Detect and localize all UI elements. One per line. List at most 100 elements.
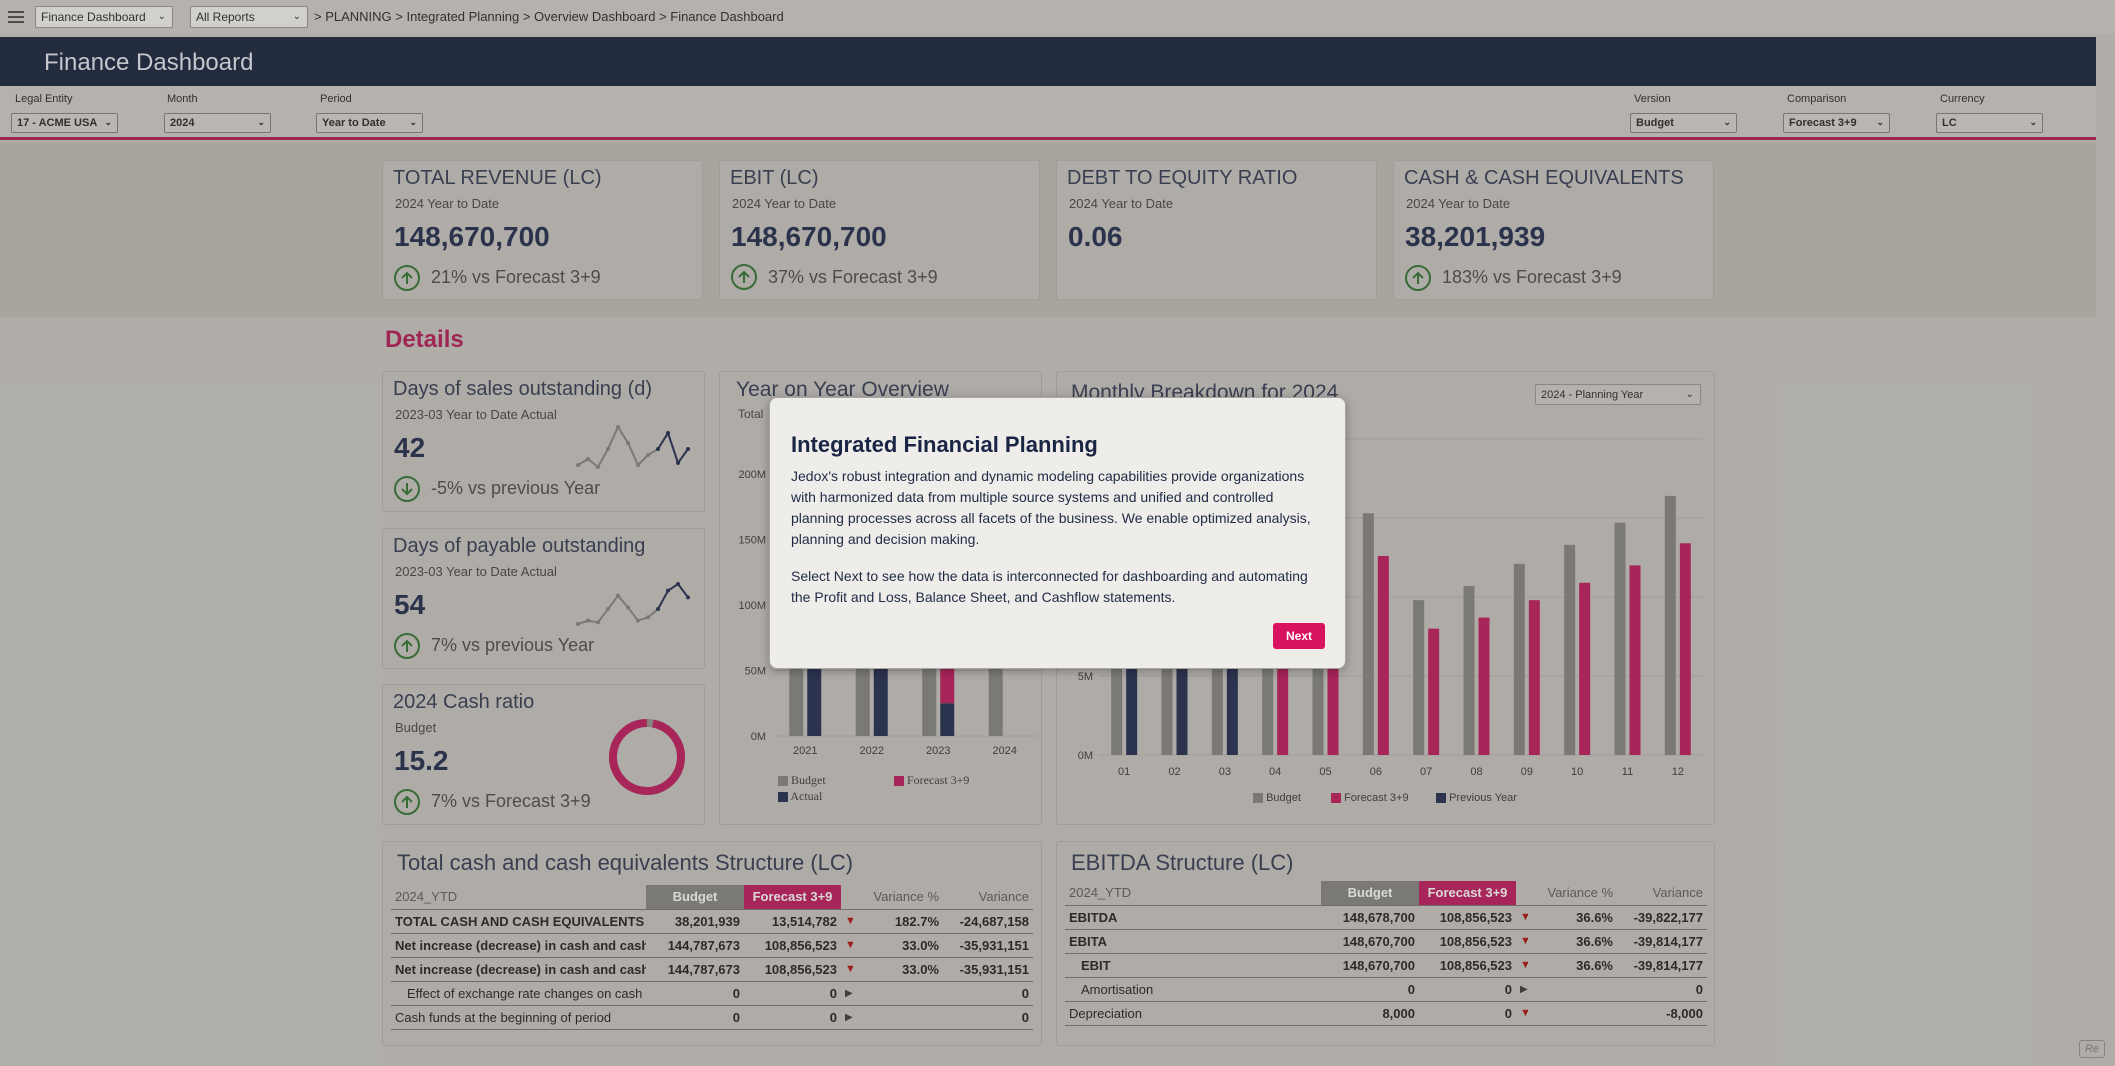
card-value: 15.2 xyxy=(394,745,449,776)
table-row[interactable]: TOTAL CASH AND CASH EQUIVALENTS 38,201,93… xyxy=(391,909,1033,934)
bar-budget xyxy=(1262,612,1274,755)
kpi-subtitle: 2024 Year to Date xyxy=(732,196,837,211)
yoy-subtitle: Total xyxy=(738,407,764,421)
kpi-title: DEBT TO EQUITY RATIO xyxy=(1067,167,1298,189)
period-label: Period xyxy=(320,93,352,105)
cell-variance-pct: 182.7% xyxy=(853,909,943,934)
table-row[interactable]: Net increase (decrease) in cash and cash… xyxy=(391,957,1033,982)
col-variance-pct[interactable]: Variance % xyxy=(853,885,943,910)
col-variance[interactable]: Variance xyxy=(943,885,1033,910)
col-forecast[interactable]: Forecast 3+9 xyxy=(744,885,841,910)
card-subtitle: 2023-03 Year to Date Actual xyxy=(395,407,557,422)
breadcrumb[interactable]: > PLANNING > Integrated Planning > Overv… xyxy=(314,9,784,24)
arrow-down-icon xyxy=(394,476,420,502)
row-label: TOTAL CASH AND CASH EQUIVALENTS xyxy=(391,909,646,934)
table-row[interactable]: EBITA148,670,700108,856,523▼36.6%-39,814… xyxy=(1065,929,1707,954)
comparison-select[interactable]: Forecast 3+9 ⌄ xyxy=(1783,113,1890,133)
legal-entity-label: Legal Entity xyxy=(15,93,73,105)
kpi-comparison: 183% vs Forecast 3+9 xyxy=(1442,267,1622,287)
next-button[interactable]: Next xyxy=(1273,623,1325,649)
col-forecast[interactable]: Forecast 3+9 xyxy=(1419,881,1516,906)
cell-variance: -35,931,151 xyxy=(943,957,1033,982)
cell-budget: 0 xyxy=(646,981,744,1006)
dashboard-header: Finance Dashboard xyxy=(0,37,2096,86)
x-tick-label: 01 xyxy=(1118,766,1130,778)
period-value: Year to Date xyxy=(322,117,386,129)
cell-budget: 148,670,700 xyxy=(1321,929,1419,954)
kpi-subtitle: 2024 Year to Date xyxy=(395,196,500,211)
legend-label: Actual xyxy=(790,789,823,803)
bar-forecast xyxy=(1428,628,1440,755)
bar-forecast xyxy=(1679,543,1691,755)
cell-budget: 144,787,673 xyxy=(646,957,744,982)
triangle-down-icon: ▼ xyxy=(1516,905,1528,930)
bar-budget xyxy=(1362,513,1374,755)
menu-icon[interactable] xyxy=(8,11,24,23)
triangle-down-icon: ▼ xyxy=(1516,953,1528,978)
col-budget[interactable]: Budget xyxy=(646,885,744,910)
cell-forecast: 108,856,523 xyxy=(1419,905,1516,930)
cell-budget: 38,201,939 xyxy=(646,909,744,934)
table-row[interactable]: Net increase (decrease) in cash and cash… xyxy=(391,933,1033,958)
cell-variance-pct xyxy=(853,981,943,1006)
legend-label: Forecast 3+9 xyxy=(907,773,970,787)
reports-select[interactable]: All Reports ⌄ xyxy=(190,6,308,28)
card-title: 2024 Cash ratio xyxy=(393,691,535,713)
details-heading: Details xyxy=(385,326,464,353)
y-tick-label: 100M xyxy=(738,600,766,612)
x-tick-label: 12 xyxy=(1672,766,1684,778)
sparkline-point xyxy=(656,607,660,611)
table-row[interactable]: EBITDA148,678,700108,856,523▼36.6%-39,82… xyxy=(1065,905,1707,930)
version-select[interactable]: Budget ⌄ xyxy=(1630,113,1737,133)
cell-forecast: 108,856,523 xyxy=(744,933,841,958)
cell-budget: 8,000 xyxy=(1321,1001,1419,1026)
card-cash-ratio: 2024 Cash ratio Budget 15.2 7% vs Foreca… xyxy=(382,684,705,825)
sparkline-dso xyxy=(576,424,690,469)
bar-forecast xyxy=(1327,636,1339,755)
table-title: Total cash and cash equivalents Structur… xyxy=(397,850,854,875)
cell-variance-pct: 36.6% xyxy=(1528,953,1617,978)
period-label: 2024_YTD xyxy=(391,885,646,910)
legend-swatch xyxy=(1331,793,1341,804)
cell-variance: -39,822,177 xyxy=(1617,905,1707,930)
bar-budget xyxy=(1161,612,1173,755)
legend-swatch xyxy=(778,776,788,787)
table-header-row: 2024_YTD Budget Forecast 3+9 Variance % … xyxy=(1065,881,1707,906)
x-tick-label: 2021 xyxy=(793,745,817,757)
cell-variance: -35,931,151 xyxy=(943,933,1033,958)
kpi-value: 148,670,700 xyxy=(731,221,887,252)
dashboard-select[interactable]: Finance Dashboard ⌄ xyxy=(35,6,173,28)
x-tick-label: 03 xyxy=(1219,766,1231,778)
legal-entity-select[interactable]: 17 - ACME USA ⌄ xyxy=(11,113,118,133)
col-variance[interactable]: Variance xyxy=(1617,881,1707,906)
planning-year-value: 2024 - Planning Year xyxy=(1541,388,1644,401)
sparkline-point xyxy=(636,618,640,623)
y-tick-label: 50M xyxy=(745,666,766,678)
sparkline-point xyxy=(686,595,690,600)
table-row[interactable]: Cash funds at the beginning of period 0 0 ▶… xyxy=(391,1005,1033,1030)
table-row[interactable]: Amortisation 0 0 ▶ 0 xyxy=(1065,977,1707,1002)
table-row[interactable]: EBIT148,670,700108,856,523▼36.6%-39,814,… xyxy=(1065,953,1707,978)
reports-select-value: All Reports xyxy=(196,10,255,24)
chevron-down-icon: ⌄ xyxy=(257,117,265,127)
bar-forecast xyxy=(1277,636,1289,755)
col-variance-pct[interactable]: Variance % xyxy=(1528,881,1617,906)
sparkline-point xyxy=(616,425,620,429)
cell-variance-pct xyxy=(1528,977,1617,1002)
cell-forecast: 0 xyxy=(1419,1001,1516,1026)
period-select[interactable]: Year to Date ⌄ xyxy=(316,113,423,133)
modal-paragraph-1: Jedox's robust integration and dynamic m… xyxy=(791,468,1311,547)
legend-swatch xyxy=(1436,793,1446,804)
month-select[interactable]: 2024 ⌄ xyxy=(164,113,271,133)
bar-actual xyxy=(940,703,955,736)
table-row[interactable]: Effect of exchange rate changes on cash … xyxy=(391,981,1033,1006)
triangle-down-icon: ▼ xyxy=(841,909,853,934)
currency-select[interactable]: LC ⌄ xyxy=(1936,113,2043,133)
col-budget[interactable]: Budget xyxy=(1321,881,1419,906)
corner-badge[interactable]: Re xyxy=(2079,1040,2105,1058)
chevron-down-icon: ⌄ xyxy=(1723,117,1731,127)
planning-year-select[interactable]: 2024 - Planning Year ⌄ xyxy=(1535,384,1701,405)
triangle-down-icon: ▼ xyxy=(1516,929,1528,954)
x-tick-label: 10 xyxy=(1571,766,1583,778)
